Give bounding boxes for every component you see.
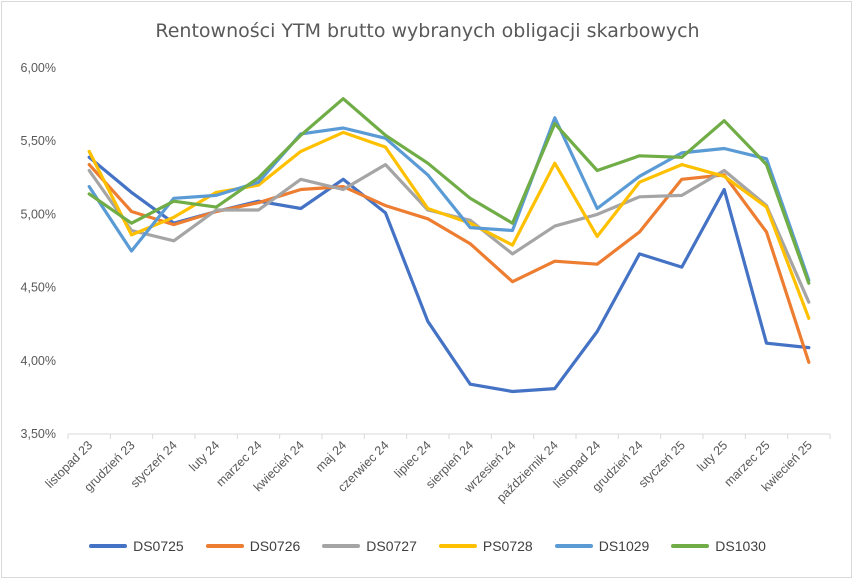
x-tick-label: lipiec 24 <box>392 438 434 480</box>
y-tick-label: 4,50% <box>21 281 56 295</box>
legend-swatch <box>89 544 128 548</box>
chart-legend: DS0725 DS0726 DS0727 PS0728 DS1029 DS1030 <box>0 538 855 554</box>
series-line-ds1030 <box>87 97 811 285</box>
legend-item: DS0727 <box>322 538 417 554</box>
x-tick-label: maj 24 <box>313 438 349 474</box>
chart-title: Rentowności YTM brutto wybranych obligac… <box>155 20 700 42</box>
legend-label: DS1030 <box>715 538 766 554</box>
x-tick-label: styczeń 25 <box>636 438 688 490</box>
legend-label: DS0727 <box>366 538 417 554</box>
legend-label: DS1029 <box>598 538 650 554</box>
series-line-ds0726 <box>87 163 811 364</box>
legend-label: PS0728 <box>482 538 533 554</box>
legend-swatch <box>671 544 710 548</box>
legend-item: DS0726 <box>205 538 301 554</box>
y-tick-label: 6,00% <box>21 61 56 75</box>
legend-swatch <box>438 544 477 548</box>
legend-item: DS1030 <box>671 538 766 554</box>
legend-swatch <box>554 544 593 548</box>
legend-item: DS1029 <box>554 538 650 554</box>
series-line-ds0725 <box>87 155 811 394</box>
legend-swatch <box>322 544 361 548</box>
legend-swatch <box>205 544 244 548</box>
legend-label: DS0725 <box>133 538 184 554</box>
legend-item: PS0728 <box>438 538 533 554</box>
y-tick-label: 5,00% <box>21 207 56 221</box>
legend-item: DS0725 <box>89 538 184 554</box>
legend-label: DS0726 <box>249 538 301 554</box>
x-tick-label: luty 24 <box>186 438 222 474</box>
y-tick-label: 4,00% <box>21 354 56 368</box>
y-tick-label: 5,50% <box>21 134 56 148</box>
y-tick-label: 3,50% <box>21 427 56 441</box>
x-tick-label: luty 25 <box>694 438 730 474</box>
x-tick-label: styczeń 24 <box>128 438 180 490</box>
